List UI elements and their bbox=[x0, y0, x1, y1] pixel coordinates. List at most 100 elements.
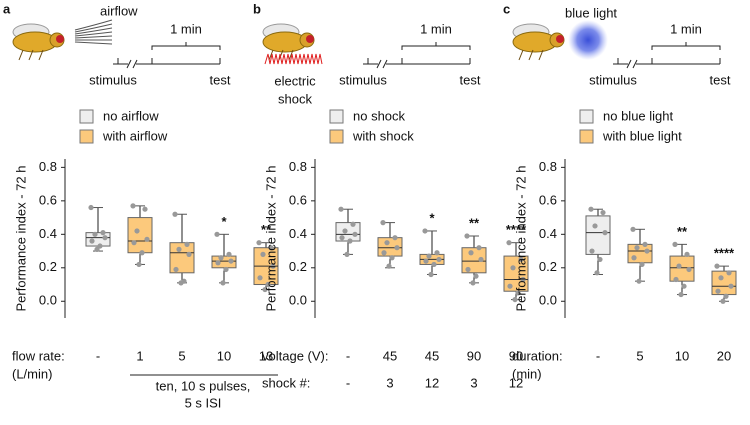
timeline-end: test bbox=[710, 72, 731, 87]
data-point bbox=[476, 245, 482, 251]
data-point bbox=[339, 235, 345, 241]
data-point bbox=[223, 266, 229, 273]
data-point bbox=[686, 266, 692, 273]
panel-label: b bbox=[253, 1, 261, 16]
data-point bbox=[262, 286, 268, 293]
data-point bbox=[394, 245, 400, 251]
y-tick-label: 0.2 bbox=[289, 259, 307, 274]
data-point bbox=[728, 283, 734, 289]
x-row-value: 45 bbox=[383, 348, 397, 363]
data-point bbox=[473, 273, 479, 279]
data-point bbox=[176, 246, 182, 252]
bracket bbox=[651, 42, 721, 50]
data-point bbox=[384, 240, 390, 246]
x-row-value: 10 bbox=[217, 348, 231, 363]
bracket bbox=[401, 42, 471, 50]
significance: ** bbox=[677, 224, 688, 239]
data-point bbox=[344, 251, 350, 257]
duration-label: 1 min bbox=[170, 21, 202, 36]
timeline-start: stimulus bbox=[589, 72, 637, 87]
significance: ** bbox=[469, 215, 480, 230]
data-point bbox=[465, 266, 471, 273]
legend-swatch bbox=[329, 109, 344, 124]
timeline bbox=[363, 58, 471, 65]
x-row-value: 90 bbox=[467, 348, 481, 363]
data-point bbox=[215, 260, 221, 266]
data-point bbox=[684, 251, 690, 257]
y-tick-label: 0.8 bbox=[289, 159, 307, 174]
y-tick-label: 0.8 bbox=[539, 159, 557, 174]
y-tick-label: 0.6 bbox=[39, 192, 57, 207]
data-point bbox=[510, 265, 516, 271]
x-row-value: 3 bbox=[470, 375, 477, 390]
data-point bbox=[589, 248, 595, 254]
data-point bbox=[342, 228, 348, 234]
x-row-value: 45 bbox=[425, 348, 439, 363]
data-point bbox=[144, 236, 150, 242]
data-point bbox=[423, 258, 429, 264]
data-point bbox=[268, 245, 274, 251]
data-point bbox=[681, 283, 687, 289]
data-point bbox=[428, 271, 434, 278]
y-tick-label: 0.2 bbox=[539, 259, 557, 274]
data-point bbox=[630, 226, 636, 232]
data-point bbox=[88, 204, 94, 211]
data-point bbox=[142, 206, 148, 212]
data-point bbox=[139, 250, 145, 256]
data-point bbox=[89, 238, 95, 244]
fly-eye bbox=[306, 35, 314, 43]
data-point bbox=[256, 240, 262, 246]
data-point bbox=[602, 230, 608, 236]
x-row-label: duration: bbox=[512, 348, 563, 363]
box bbox=[585, 215, 611, 255]
x-row-value: 10 bbox=[675, 348, 689, 363]
fly-leg bbox=[278, 49, 284, 61]
data-point bbox=[130, 203, 136, 209]
legend-swatch bbox=[579, 109, 594, 124]
data-point bbox=[220, 280, 226, 286]
data-point bbox=[468, 250, 474, 256]
legend-label: no shock bbox=[353, 108, 406, 123]
data-point bbox=[381, 250, 387, 256]
y-tick-label: 0.2 bbox=[39, 259, 57, 274]
data-point bbox=[436, 256, 442, 263]
y-axis-label: Performance index - 72 h bbox=[263, 166, 278, 312]
data-point bbox=[178, 280, 184, 286]
y-axis-label: Performance index - 72 h bbox=[13, 166, 28, 312]
data-point bbox=[173, 266, 179, 273]
data-point bbox=[347, 238, 353, 244]
data-point bbox=[260, 251, 266, 257]
legend-label: with blue light bbox=[602, 128, 682, 143]
data-point bbox=[352, 231, 358, 237]
data-point bbox=[672, 241, 678, 247]
data-point bbox=[184, 241, 190, 247]
x-row-value: 3 bbox=[386, 375, 393, 390]
data-point bbox=[600, 209, 606, 216]
stimulus-label: airflow bbox=[100, 3, 138, 18]
data-point bbox=[673, 276, 679, 283]
data-point bbox=[94, 246, 100, 252]
fly-leg bbox=[538, 49, 544, 61]
stimulus-label: shock bbox=[278, 91, 312, 106]
airflow-line bbox=[74, 23, 113, 33]
timeline-end: test bbox=[460, 72, 481, 87]
fly-leg bbox=[18, 49, 24, 61]
x-row-value: 90 bbox=[509, 348, 523, 363]
x-row-label: (min) bbox=[512, 366, 542, 381]
data-point bbox=[392, 235, 398, 241]
data-point bbox=[434, 250, 440, 256]
fly-leg bbox=[38, 49, 44, 61]
x-row-value: 5 bbox=[636, 348, 643, 363]
legend-swatch bbox=[79, 109, 94, 124]
data-point bbox=[92, 231, 98, 237]
x-row-value: - bbox=[346, 375, 350, 390]
shock-wave bbox=[264, 53, 323, 65]
data-point bbox=[478, 256, 484, 263]
box bbox=[127, 217, 153, 254]
legend-swatch bbox=[329, 129, 344, 144]
stimulus-label: electric bbox=[274, 73, 316, 88]
fly-leg bbox=[28, 49, 34, 61]
duration-label: 1 min bbox=[670, 21, 702, 36]
significance: * bbox=[221, 214, 227, 229]
